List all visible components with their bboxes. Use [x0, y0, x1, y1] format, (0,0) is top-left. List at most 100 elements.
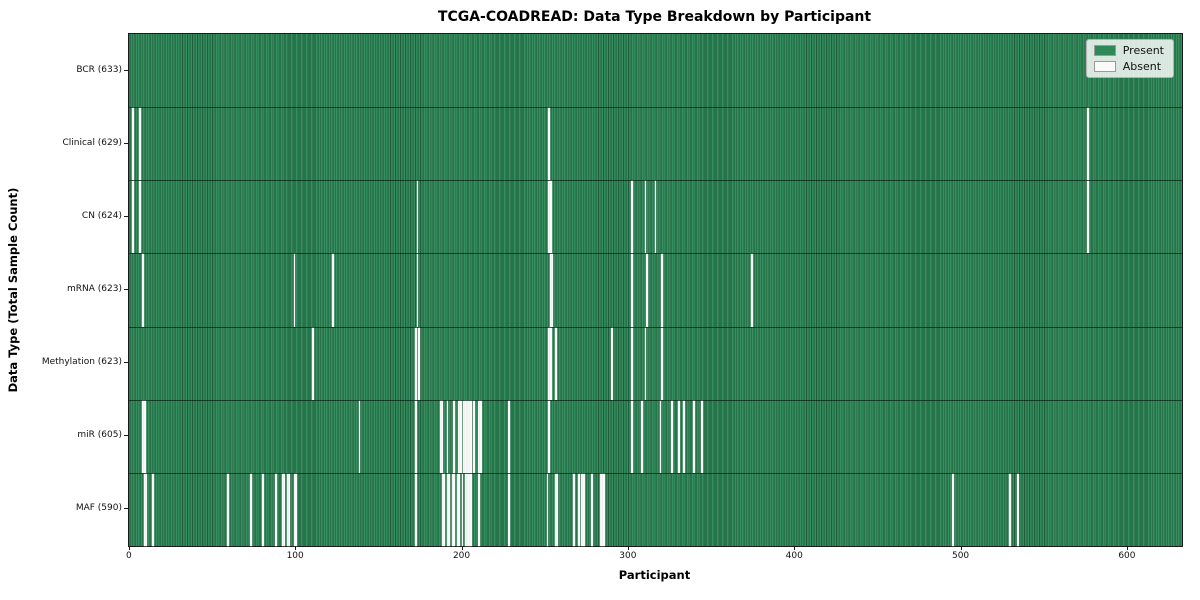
absent-stripe [599, 473, 602, 546]
absent-stripe [227, 473, 229, 546]
absent-stripe [331, 254, 334, 327]
row-maf [129, 472, 1182, 546]
absent-stripe [440, 400, 442, 473]
legend-item-absent: Absent [1093, 60, 1164, 73]
absent-stripe [1087, 181, 1089, 254]
absent-stripe [465, 473, 467, 546]
x-tick-label-500: 500 [951, 551, 970, 561]
x-tick-mark [295, 546, 297, 550]
absent-stripe [138, 181, 141, 254]
absent-stripe [631, 181, 634, 254]
absent-stripe [751, 254, 753, 327]
x-tick-mark [794, 546, 796, 550]
y-tick-mark [124, 435, 128, 437]
absent-stripe [549, 181, 552, 254]
x-tick-label-0: 0 [125, 551, 132, 561]
absent-stripe [358, 400, 361, 473]
legend-swatch-present [1093, 45, 1116, 56]
x-tick-mark [627, 546, 629, 550]
absent-stripe [1087, 108, 1089, 181]
absent-stripe [692, 400, 695, 473]
legend-item-present: Present [1093, 44, 1164, 57]
absent-stripe [418, 327, 421, 400]
absent-stripe [952, 473, 955, 546]
absent-stripe [142, 400, 144, 473]
absent-stripe [465, 400, 467, 473]
absent-stripe [311, 327, 314, 400]
absent-stripe [601, 473, 604, 546]
absent-stripe [701, 400, 703, 473]
row-mir [129, 399, 1182, 473]
absent-stripe [152, 473, 154, 546]
absent-stripe [548, 181, 550, 254]
absent-stripe [458, 400, 461, 473]
absent-stripe [1008, 473, 1011, 546]
absent-stripe [549, 254, 552, 327]
absent-stripe [132, 108, 134, 181]
y-tick-mark [124, 142, 128, 144]
absent-stripe [441, 473, 444, 546]
x-tick-mark [960, 546, 962, 550]
absent-stripe [548, 327, 550, 400]
absent-stripe [661, 327, 663, 400]
absent-stripe [287, 473, 289, 546]
absent-stripe [677, 400, 680, 473]
absent-stripe [478, 473, 480, 546]
absent-stripe [448, 473, 451, 546]
absent-stripe [659, 400, 662, 473]
absent-stripe [556, 473, 559, 546]
legend: Present Absent [1085, 39, 1174, 78]
x-axis-label: Participant [618, 568, 691, 582]
absent-stripe [468, 400, 470, 473]
absent-stripe [1017, 473, 1019, 546]
y-tick-mark [124, 215, 128, 217]
absent-stripe [293, 254, 296, 327]
plot-area: Present Absent [128, 33, 1183, 547]
absent-stripe [631, 254, 634, 327]
chart-title: TCGA-COADREAD: Data Type Breakdown by Pa… [437, 9, 872, 25]
absent-stripe [470, 400, 472, 473]
absent-stripe [631, 327, 634, 400]
absent-stripe [460, 400, 462, 473]
row-methylation [129, 326, 1182, 400]
absent-stripe [473, 400, 475, 473]
absent-stripe [682, 400, 685, 473]
absent-stripe [548, 108, 550, 181]
absent-stripe [641, 400, 644, 473]
y-tick-mark [124, 69, 128, 71]
absent-stripe [554, 473, 557, 546]
absent-stripe [138, 108, 141, 181]
y-tick-label-mrna: mRNA (623) [67, 284, 122, 294]
absent-stripe [508, 400, 510, 473]
legend-label-absent: Absent [1122, 60, 1162, 73]
absent-stripe [603, 473, 605, 546]
absent-stripe [443, 473, 446, 546]
absent-stripe [583, 473, 585, 546]
legend-label-present: Present [1122, 44, 1164, 57]
absent-stripe [661, 254, 663, 327]
absent-stripe [611, 327, 614, 400]
row-clinical [129, 107, 1182, 181]
absent-stripe [145, 473, 148, 546]
absent-stripe [646, 254, 648, 327]
x-tick-label-400: 400 [785, 551, 803, 561]
absent-stripe [466, 473, 469, 546]
absent-stripe [480, 400, 482, 473]
x-tick-label-300: 300 [619, 551, 637, 561]
absent-stripe [132, 181, 134, 254]
absent-stripe [283, 473, 286, 546]
y-tick-mark [124, 289, 128, 290]
absent-stripe [470, 473, 472, 546]
y-tick-label-methylation: Methylation (623) [41, 357, 122, 368]
x-tick-label-600: 600 [1118, 551, 1136, 561]
x-tick-label-200: 200 [452, 551, 471, 561]
absent-stripe [644, 181, 647, 254]
absent-stripe [671, 400, 673, 473]
y-tick-mark [124, 362, 128, 364]
absent-stripe [441, 400, 444, 473]
absent-stripe [282, 473, 284, 546]
row-mrna [129, 253, 1182, 327]
absent-stripe [578, 473, 580, 546]
absent-stripe [456, 473, 459, 546]
